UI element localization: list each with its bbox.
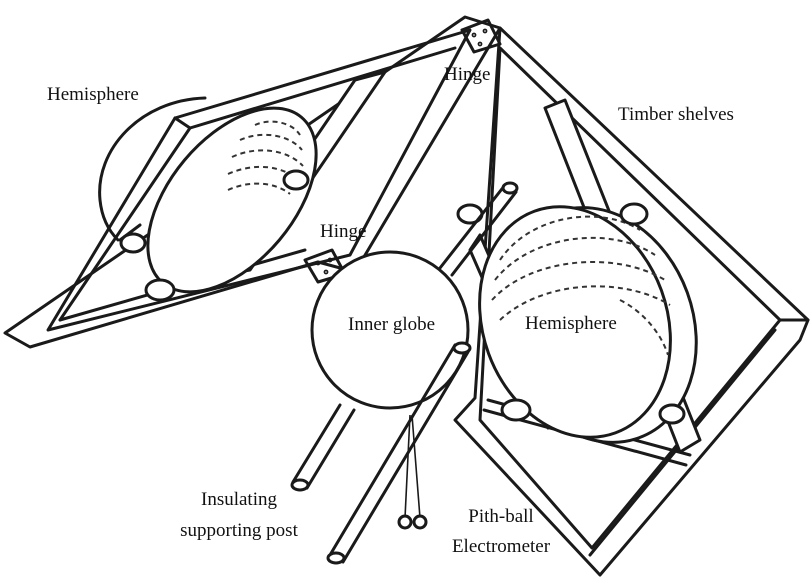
label-electrometer-line1: Pith-ball — [468, 506, 534, 527]
inner-globe-assembly — [290, 181, 519, 565]
label-insulating-post-line1: Insulating — [201, 489, 277, 510]
label-hinge-top: Hinge — [444, 64, 491, 85]
label-insulating-post-line2: supporting post — [180, 520, 298, 541]
left-hemisphere-shape — [98, 96, 318, 302]
label-hemisphere-left: Hemisphere — [47, 84, 139, 105]
label-inner-globe: Inner globe — [348, 314, 436, 335]
label-electrometer-line2: Electrometer — [451, 536, 551, 557]
right-hemisphere-shape — [456, 202, 698, 444]
label-hinge-middle: Hinge — [320, 221, 367, 242]
label-timber-shelves: Timber shelves — [618, 104, 734, 125]
label-hemisphere-right: Hemisphere — [525, 313, 617, 334]
